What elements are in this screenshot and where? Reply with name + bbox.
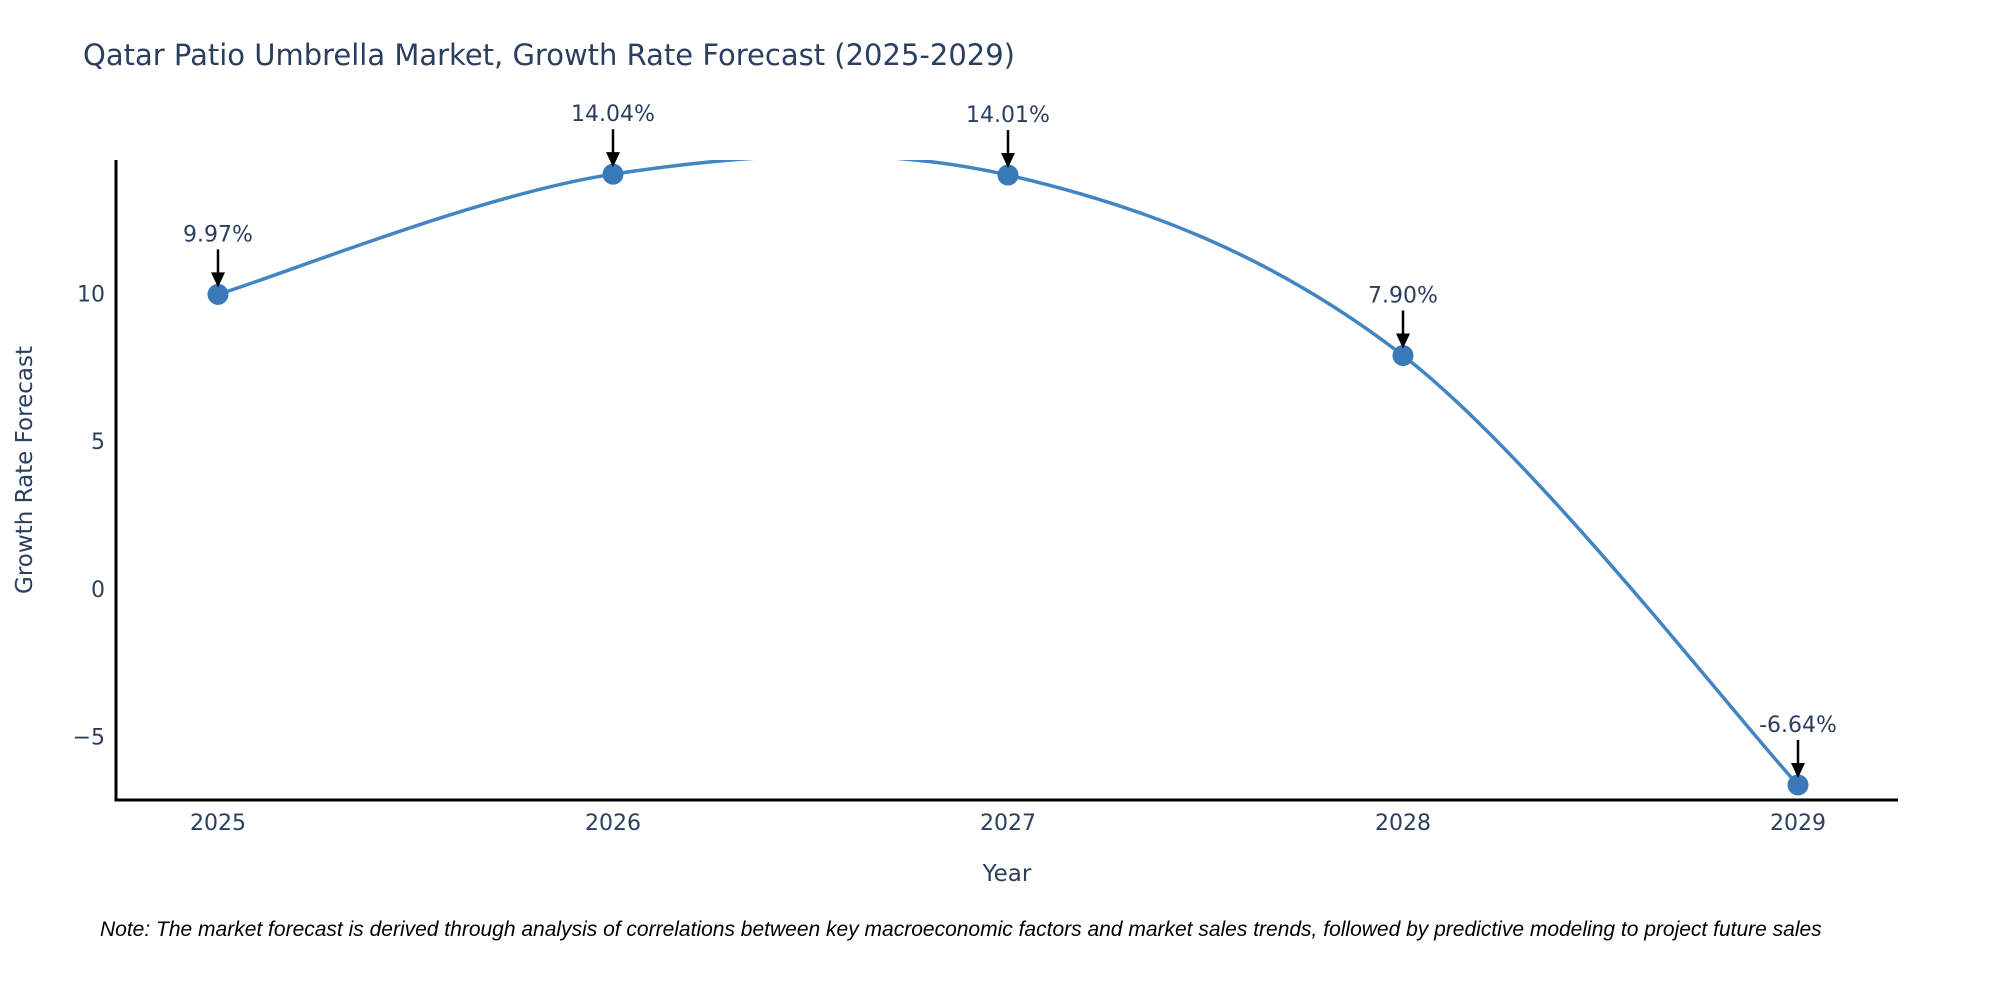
data-point-label: 14.01% [966, 103, 1050, 128]
trend-line [217, 160, 1800, 787]
annotation-2026: 14.04% [571, 102, 655, 168]
x-tick-label: 2027 [980, 811, 1036, 836]
footnote: Note: The market forecast is derived thr… [100, 918, 1822, 941]
data-point-2025 [207, 283, 229, 305]
y-tick-label: 5 [91, 430, 105, 455]
y-tick-label: 10 [77, 282, 105, 307]
data-point-2029 [1787, 774, 1809, 796]
y-axis-title: Growth Rate Forecast [12, 346, 38, 594]
x-axis-title: Year [982, 861, 1032, 887]
annotation-2028: 7.90% [1368, 284, 1438, 349]
x-tick-label: 2029 [1770, 811, 1826, 836]
chart-title: Qatar Patio Umbrella Market, Growth Rate… [83, 38, 1015, 72]
data-point-2027 [997, 164, 1019, 186]
y-tick-label: 0 [91, 578, 105, 603]
annotation-arrow-head [1001, 153, 1015, 169]
annotation-2027: 14.01% [966, 103, 1050, 169]
data-point-2028 [1392, 345, 1414, 367]
data-point-label: 9.97% [183, 222, 253, 247]
annotation-2029: -6.64% [1759, 713, 1837, 778]
annotation-arrow-head [211, 272, 225, 288]
data-point-label: -6.64% [1759, 713, 1837, 738]
x-tick-label: 2028 [1375, 811, 1431, 836]
data-point-label: 7.90% [1368, 284, 1438, 309]
data-point-label: 14.04% [571, 102, 655, 127]
annotation-arrow-head [606, 152, 620, 168]
annotation-arrow-head [1396, 333, 1410, 349]
x-tick-label: 2026 [585, 811, 641, 836]
annotation-arrow-head [1791, 762, 1805, 778]
annotation-2025: 9.97% [183, 222, 253, 288]
y-tick-label: −5 [73, 726, 105, 751]
x-tick-label: 2025 [190, 811, 246, 836]
data-point-2026 [602, 163, 624, 185]
